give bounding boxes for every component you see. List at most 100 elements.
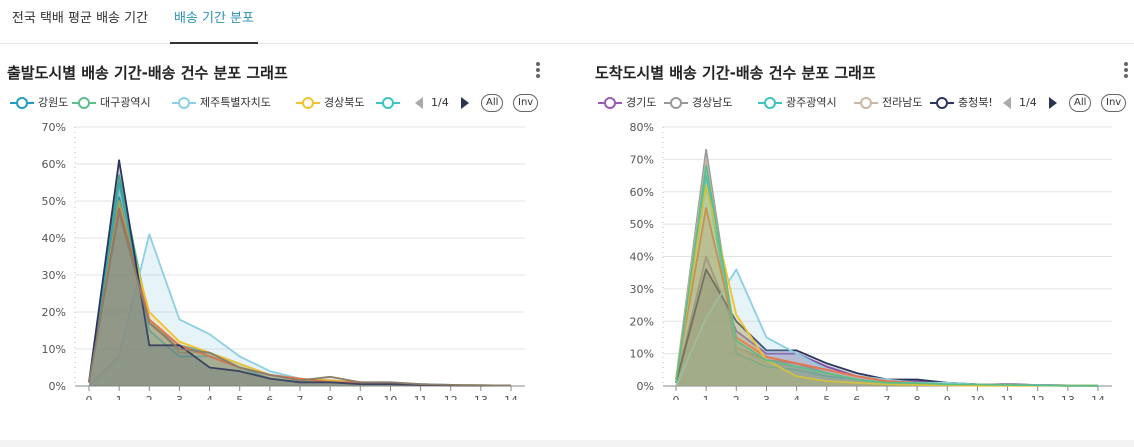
legend: 경기도 경상남도 광주광역시 전라남도 충청북! 1/4 All Inv — [598, 92, 1134, 114]
x-tick-label: 14 — [504, 394, 518, 400]
invert-selection-button[interactable]: Inv — [1101, 94, 1127, 112]
legend-label: 대구광역시 — [100, 96, 151, 109]
legend: 강원도 대구광역시 제주특별자치도 경상북도 ㅋ 1/4 All Inv — [10, 92, 555, 114]
x-tick-label: 7 — [297, 394, 304, 400]
series-area — [89, 201, 511, 386]
series-area — [676, 175, 1098, 386]
x-tick-label: 1 — [116, 394, 123, 400]
prev-page-icon[interactable] — [1003, 97, 1011, 109]
y-tick-label: 70% — [42, 121, 66, 134]
y-tick-label: 0% — [49, 380, 66, 393]
x-tick-label: 14 — [1091, 394, 1105, 400]
x-tick-label: 6 — [266, 394, 273, 400]
y-tick-label: 10% — [630, 348, 654, 361]
legend-label: ㅋ — [404, 92, 406, 114]
more-menu-icon[interactable] — [534, 62, 542, 82]
y-tick-label: 10% — [42, 343, 66, 356]
destination-chart-panel: 도착도시별 배송 기간-배송 건수 분포 그래프 경기도 경상남도 광주광역시 전라남… — [588, 58, 1134, 400]
y-tick-label: 60% — [42, 158, 66, 171]
page-indicator: 1/4 — [1019, 96, 1037, 109]
select-all-button[interactable]: All — [1069, 94, 1092, 112]
legend-marker-icon — [854, 97, 878, 109]
x-tick-label: 5 — [236, 394, 243, 400]
legend-marker-icon — [598, 97, 622, 109]
series-area — [676, 159, 1098, 386]
page-indicator: 1/4 — [431, 96, 449, 109]
y-tick-label: 20% — [42, 306, 66, 319]
chart-title: 출발도시별 배송 기간-배송 건수 분포 그래프 — [7, 64, 288, 82]
y-tick-label: 30% — [630, 283, 654, 296]
more-menu-icon[interactable] — [1122, 62, 1130, 82]
x-tick-label: 11 — [1001, 394, 1015, 400]
legend-marker-icon — [10, 97, 34, 109]
legend-label: 광주광역시 — [786, 96, 837, 109]
legend-pager: 1/4 All Inv — [415, 92, 555, 114]
legend-marker-icon — [664, 97, 688, 109]
x-tick-label: 4 — [206, 394, 213, 400]
y-tick-label: 30% — [42, 269, 66, 282]
chart-title: 도착도시별 배송 기간-배송 건수 분포 그래프 — [595, 64, 876, 82]
tab-national-average[interactable]: 전국 택배 평균 배송 기간 — [11, 11, 149, 26]
x-tick-label: 10 — [383, 394, 397, 400]
series-area — [89, 197, 511, 386]
legend-item[interactable]: ㅋ — [376, 92, 406, 114]
bottom-divider — [0, 440, 1134, 447]
series-area — [89, 175, 511, 386]
tab-distribution[interactable]: 배송 기간 분포 — [170, 0, 258, 44]
x-tick-label: 9 — [357, 394, 364, 400]
x-tick-label: 0 — [86, 394, 93, 400]
select-all-button[interactable]: All — [481, 94, 504, 112]
x-tick-label: 8 — [327, 394, 334, 400]
series-area — [676, 269, 1098, 386]
tab-bar: 전국 택배 평균 배송 기간 배송 기간 분포 — [0, 0, 1134, 44]
series-area — [89, 208, 511, 386]
legend-label: 전라남도 — [882, 96, 923, 109]
next-page-icon[interactable] — [1049, 97, 1057, 109]
series-area — [676, 185, 1098, 386]
x-tick-label: 12 — [444, 394, 458, 400]
y-tick-label: 50% — [630, 218, 654, 231]
series-area — [676, 207, 1098, 386]
next-page-icon[interactable] — [461, 97, 469, 109]
legend-label: 강원도 — [38, 96, 69, 109]
x-tick-label: 9 — [944, 394, 951, 400]
prev-page-icon[interactable] — [415, 97, 423, 109]
series-area — [89, 160, 511, 386]
legend-label: 경상남도 — [692, 96, 733, 109]
legend-label: 경기도 — [626, 96, 657, 109]
legend-marker-icon — [758, 97, 782, 109]
series-line — [88, 211, 512, 387]
series-area — [676, 165, 1098, 386]
legend-label: 경상북도 — [324, 96, 365, 109]
y-tick-label: 40% — [42, 232, 66, 245]
y-tick-label: 0% — [637, 380, 654, 393]
x-tick-label: 1 — [703, 394, 710, 400]
x-tick-label: 10 — [970, 394, 984, 400]
legend-marker-icon — [172, 97, 196, 109]
x-tick-label: 12 — [1031, 394, 1045, 400]
legend-marker-icon — [930, 97, 954, 109]
y-tick-label: 80% — [630, 121, 654, 134]
y-tick-label: 70% — [630, 153, 654, 166]
x-tick-label: 8 — [914, 394, 921, 400]
y-tick-label: 20% — [630, 315, 654, 328]
series-area — [89, 212, 511, 386]
legend-marker-icon — [72, 97, 96, 109]
y-tick-label: 50% — [42, 195, 66, 208]
x-tick-label: 13 — [1061, 394, 1075, 400]
x-tick-label: 2 — [146, 394, 153, 400]
series-area — [89, 182, 511, 386]
destination-area-chart: 0%10%20%30%40%50%60%70%80%01234567891011… — [630, 121, 1112, 400]
series-line — [675, 164, 1098, 387]
x-tick-label: 2 — [733, 394, 740, 400]
y-tick-label: 60% — [630, 186, 654, 199]
x-tick-label: 13 — [474, 394, 488, 400]
x-tick-label: 11 — [414, 394, 428, 400]
x-tick-label: 0 — [673, 394, 680, 400]
x-tick-label: 3 — [763, 394, 770, 400]
legend-marker-icon — [296, 97, 320, 109]
x-tick-label: 6 — [853, 394, 860, 400]
origin-chart-panel: 출발도시별 배송 기간-배송 건수 분포 그래프 강원도 대구광역시 제주특별자치도… — [0, 58, 560, 400]
invert-selection-button[interactable]: Inv — [513, 94, 539, 112]
series-area — [676, 269, 1098, 386]
